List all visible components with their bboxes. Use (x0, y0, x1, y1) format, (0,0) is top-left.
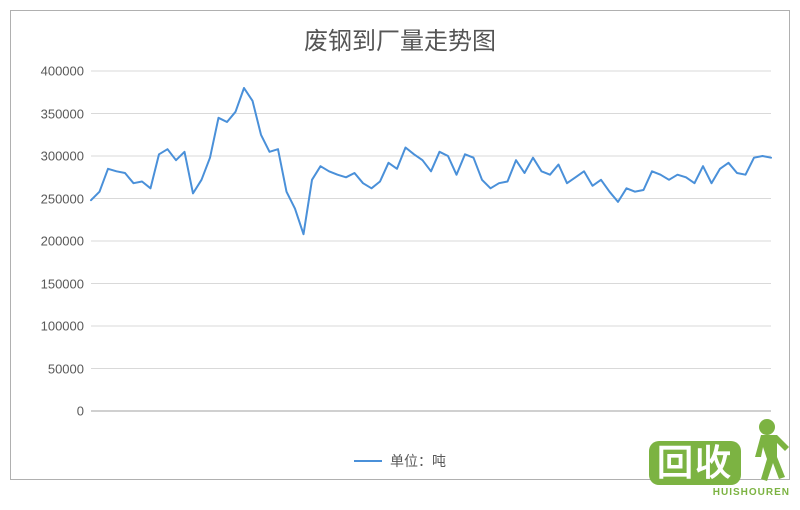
y-tick-label: 250000 (24, 191, 84, 206)
y-tick-label: 350000 (24, 106, 84, 121)
y-tick-label: 400000 (24, 64, 84, 79)
y-tick-label: 50000 (24, 361, 84, 376)
watermark-box: 回收 (649, 441, 741, 485)
legend: 单位：吨 (354, 451, 446, 471)
legend-swatch (354, 460, 382, 462)
y-tick-label: 150000 (24, 276, 84, 291)
y-tick-label: 300000 (24, 149, 84, 164)
chart-frame: 废钢到厂量走势图 0 50000 100000 150000 200000 250000 3… (10, 10, 790, 480)
legend-label: 单位：吨 (390, 451, 446, 471)
y-tick-label: 0 (24, 404, 84, 419)
watermark-subtext: HUISHOUREN (713, 487, 790, 498)
chart-title: 废钢到厂量走势图 (11, 11, 789, 56)
plot-area (91, 71, 771, 411)
y-tick-label: 100000 (24, 319, 84, 334)
y-tick-label: 200000 (24, 234, 84, 249)
chart-svg (91, 71, 771, 411)
watermark-person-icon (743, 417, 795, 485)
watermark: 回收 (649, 417, 795, 485)
